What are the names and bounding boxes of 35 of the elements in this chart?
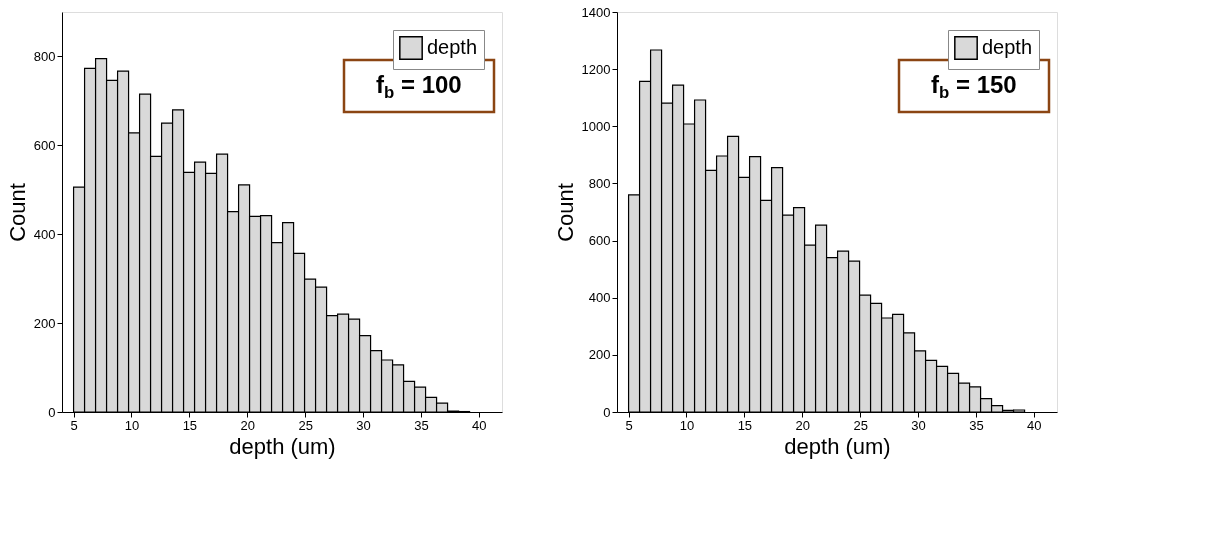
x-tick-label: 30 — [911, 417, 926, 433]
x-tick-label: 40 — [1027, 417, 1042, 433]
y-tick-label: 1400 — [581, 4, 611, 20]
y-tick-label: 800 — [588, 175, 611, 191]
y-tick-label: 0 — [48, 404, 56, 420]
y-axis-title: Count — [552, 183, 578, 242]
y-tick-label: 1200 — [581, 61, 611, 77]
x-tick-label: 35 — [969, 417, 984, 433]
x-tick-label: 15 — [737, 417, 753, 433]
x-tick-label: 5 — [625, 417, 633, 433]
y-tick-label: 400 — [588, 290, 611, 306]
y-tick-label: 200 — [588, 347, 611, 363]
legend-label: depth — [982, 36, 1033, 58]
y-tick-label: 800 — [33, 48, 56, 64]
y-tick-label: 400 — [33, 226, 56, 242]
x-axis-title: depth (um) — [229, 433, 336, 459]
y-tick-label: 0 — [603, 404, 611, 420]
x-tick-label: 30 — [356, 417, 371, 433]
y-tick-label: 600 — [588, 233, 611, 249]
x-tick-label: 10 — [124, 417, 140, 433]
x-tick-label: 20 — [240, 417, 255, 433]
x-tick-label: 35 — [414, 417, 429, 433]
x-tick-label: 20 — [795, 417, 810, 433]
x-tick-label: 40 — [472, 417, 487, 433]
y-tick-label: 1000 — [581, 118, 611, 134]
x-tick-label: 25 — [853, 417, 868, 433]
x-axis-title: depth (um) — [784, 433, 891, 459]
x-tick-label: 10 — [679, 417, 695, 433]
y-axis-title: Count — [4, 183, 30, 242]
legend-label: depth — [427, 36, 478, 58]
y-tick-label: 600 — [33, 137, 56, 153]
x-tick-label: 5 — [70, 417, 78, 433]
x-tick-label: 15 — [182, 417, 198, 433]
x-tick-label: 25 — [298, 417, 313, 433]
y-tick-label: 200 — [33, 315, 56, 331]
